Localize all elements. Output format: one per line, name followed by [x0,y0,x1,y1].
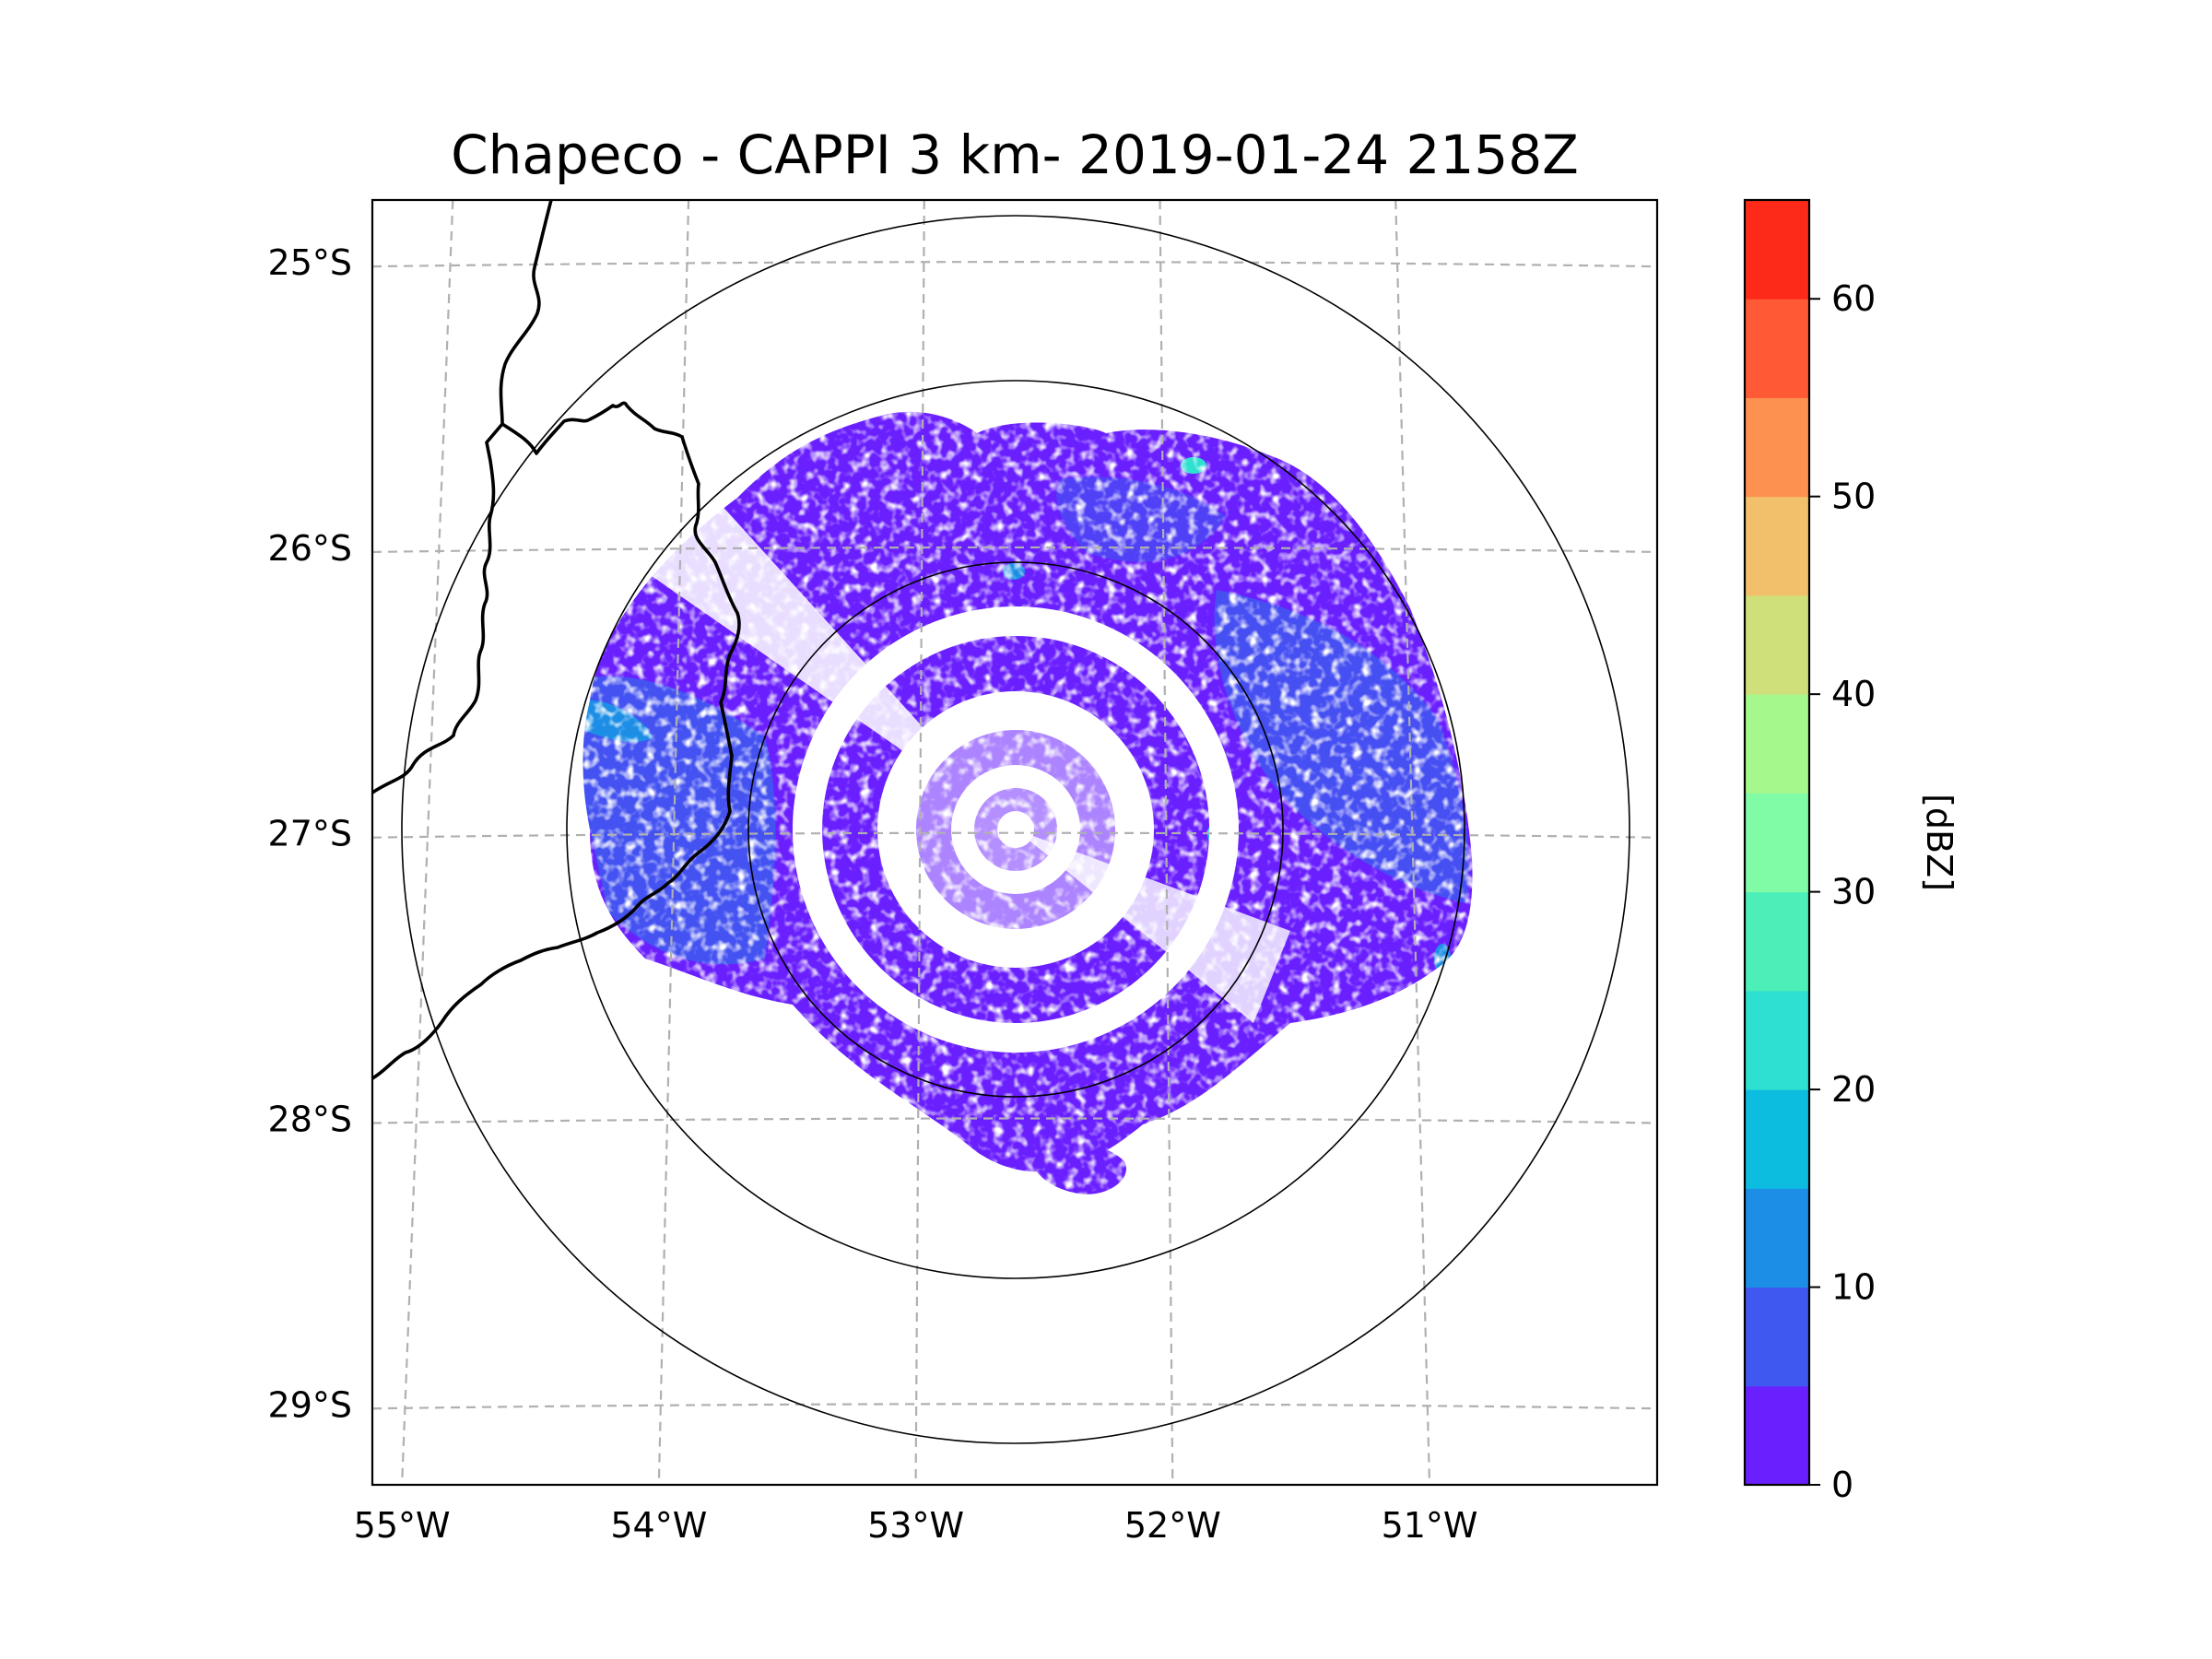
colorbar-segment [1745,990,1809,1090]
meridian-4 [1394,200,1431,1485]
x-tick-label: 52°W [1124,1505,1221,1546]
colorbar-segment [1745,1287,1809,1387]
colorbar-segment [1745,496,1809,596]
colorbar-tick-label: 0 [1831,1465,1853,1505]
meridian-3 [1159,200,1174,1485]
colorbar-segments [1745,200,1809,1486]
border-misiones-east [372,401,741,1080]
parallel-2 [372,831,1657,839]
x-tick-label: 51°W [1382,1505,1478,1546]
colorbar-tick-label: 10 [1831,1267,1876,1308]
colorbar-segment [1745,1188,1809,1288]
border-argentina-paraguay-brazil [372,200,553,794]
colorbar: 0 10 20 30 40 50 60 [dBZ] [1743,198,1959,1505]
y-tick-label: 28°S [268,1099,352,1139]
colorbar-segment [1745,694,1809,794]
x-tick-label: 53°W [867,1505,964,1546]
colorbar-label: [dBZ] [1919,794,1959,891]
x-tick-label: 55°W [354,1505,451,1546]
colorbar-frame [1743,198,1811,1487]
colorbar-segment [1745,891,1809,992]
parallel-3 [372,1117,1657,1124]
map-area [371,198,1659,1487]
colorbar-tick-label: 30 [1831,872,1876,912]
colorbar-tick-label: 20 [1831,1069,1876,1110]
range-ring-250km [401,215,1630,1444]
colorbar-tick-label: 60 [1831,278,1876,319]
range-rings [401,215,1630,1444]
y-tick-label: 25°S [268,242,352,283]
colorbar-segment [1745,594,1809,695]
colorbar-tick-label: 50 [1831,477,1876,517]
axes-frame [371,198,1659,1487]
colorbar-segment [1745,299,1809,398]
colorbar-segment [1745,397,1809,498]
colorbar-tick-label: 40 [1831,674,1876,714]
colorbar-ticks: 0 10 20 30 40 50 60 [1809,278,1876,1505]
meridian-0 [401,200,454,1485]
parallel-0 [372,261,1657,268]
x-axis-ticks: 55°W 54°W 53°W 52°W 51°W [354,1505,1478,1546]
range-ring-200km [566,380,1465,1279]
graticule [372,200,1657,1485]
colorbar-segment [1745,1089,1809,1189]
x-tick-label: 54°W [610,1505,707,1546]
y-tick-label: 27°S [268,814,352,854]
meridian-1 [657,200,690,1485]
y-axis-ticks: 25°S 26°S 27°S 28°S 29°S [268,242,352,1425]
colorbar-segment [1745,1385,1809,1486]
range-ring-100km [747,561,1284,1098]
chart-title: Chapeco - CAPPI 3 km- 2019-01-24 2158Z [451,124,1579,186]
y-tick-label: 29°S [268,1384,352,1425]
parallel-1 [372,546,1657,554]
meridian-2 [914,200,925,1485]
parallel-4 [372,1403,1657,1410]
colorbar-segment [1745,793,1809,893]
y-tick-label: 26°S [268,528,352,569]
colorbar-segment [1745,200,1809,300]
country-borders [372,200,741,1080]
